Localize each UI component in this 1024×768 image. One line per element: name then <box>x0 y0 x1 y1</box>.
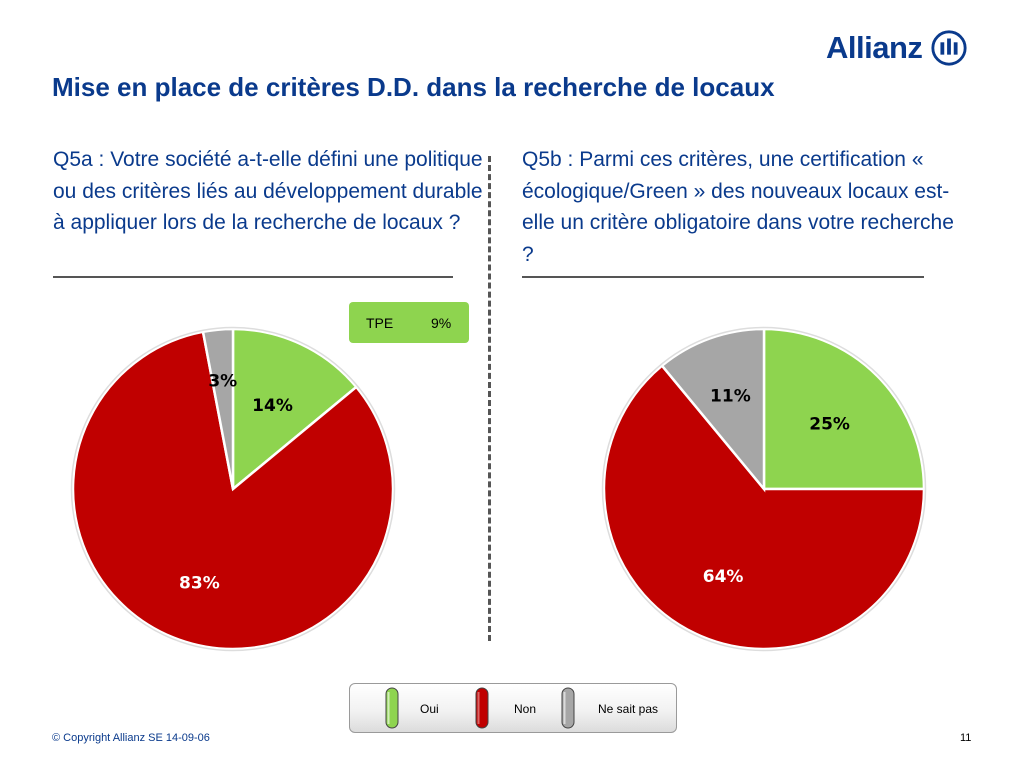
pie-outline <box>70 326 396 652</box>
question-q5b: Q5b : Parmi ces critères, une certificat… <box>522 148 954 266</box>
pie-slice-oui <box>762 327 926 491</box>
pie-outline <box>601 326 927 652</box>
pie-label-non: 64% <box>703 567 744 587</box>
pie-slice-nsp <box>660 327 766 493</box>
legend-swatch-oui <box>385 687 399 729</box>
pie-slice-non <box>71 330 395 651</box>
pie-slice-non <box>602 363 926 651</box>
pie-slice-nsp <box>201 327 235 490</box>
column-divider <box>488 156 491 641</box>
allianz-logo: Allianz <box>826 28 968 68</box>
legend-label-non: Non <box>514 702 537 716</box>
legend-swatch-non <box>475 687 489 729</box>
tpe-callout: TPE 9% <box>349 302 469 343</box>
pie-label-oui: 25% <box>809 414 850 434</box>
page-number: 11 <box>960 732 972 744</box>
legend-label-oui: Oui <box>420 702 439 716</box>
question-underline-right <box>522 276 924 278</box>
pie-label-nsp: 11% <box>710 387 751 407</box>
tpe-value: 9% <box>431 315 452 331</box>
question-underline-left <box>53 276 453 278</box>
question-q5a: Q5a : Votre société a-t-elle défini une … <box>53 148 483 234</box>
pie-chart-q5a: 14% 83% 3% <box>70 326 396 652</box>
allianz-eagle-icon <box>931 30 967 66</box>
pie-chart-q5b: 25% 64% 11% <box>601 326 927 652</box>
logo-text: Allianz <box>826 30 923 65</box>
page-title: Mise en place de critères D.D. dans la r… <box>52 72 775 102</box>
pie-label-oui: 14% <box>252 396 293 416</box>
pie-slice-oui <box>231 327 359 492</box>
pie-label-nsp: 3% <box>208 372 237 392</box>
legend-swatch-nsp <box>561 687 575 729</box>
legend-label-nsp: Ne sait pas <box>598 702 659 716</box>
tpe-label: TPE <box>366 315 394 331</box>
chart-legend: Oui Non Ne sait pas <box>349 683 677 733</box>
copyright-footer: © Copyright Allianz SE 14-09-06 <box>52 732 210 744</box>
pie-label-non: 83% <box>179 573 220 593</box>
